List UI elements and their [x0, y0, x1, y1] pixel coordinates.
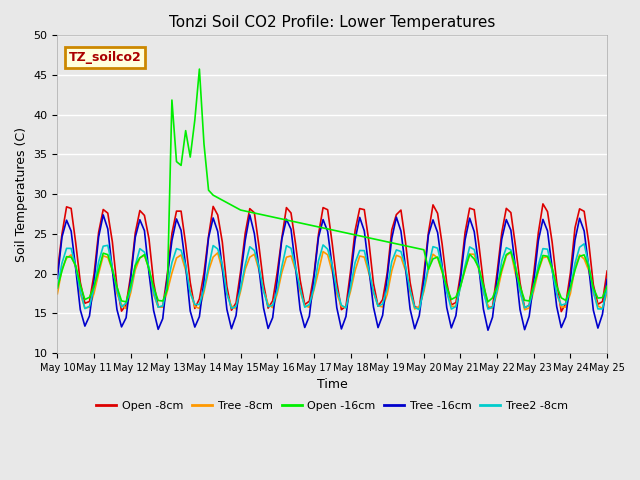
Open -8cm — [604, 268, 611, 274]
Open -16cm — [484, 299, 492, 305]
Tree -8cm — [287, 253, 295, 259]
Open -16cm — [292, 219, 300, 225]
Tree -8cm — [182, 267, 189, 273]
Open -16cm — [576, 253, 584, 259]
Tree -8cm — [109, 267, 116, 273]
Open -8cm — [397, 207, 404, 213]
Tree -8cm — [54, 291, 61, 297]
Line: Open -8cm: Open -8cm — [58, 204, 607, 312]
X-axis label: Time: Time — [317, 378, 348, 391]
Tree -8cm — [521, 307, 529, 312]
Open -16cm — [402, 243, 410, 249]
Open -8cm — [54, 269, 61, 275]
Tree -16cm — [182, 263, 189, 269]
Line: Open -16cm: Open -16cm — [58, 69, 607, 302]
Line: Tree -8cm: Tree -8cm — [58, 252, 607, 310]
Y-axis label: Soil Temperatures (C): Soil Temperatures (C) — [15, 127, 28, 262]
Tree2 -8cm — [397, 249, 404, 254]
Open -16cm — [196, 66, 204, 72]
Tree2 -8cm — [429, 244, 437, 250]
Legend: Open -8cm, Tree -8cm, Open -16cm, Tree -16cm, Tree2 -8cm: Open -8cm, Tree -8cm, Open -16cm, Tree -… — [92, 396, 572, 416]
Tree2 -8cm — [415, 307, 423, 312]
Tree -16cm — [576, 216, 584, 221]
Open -8cm — [539, 201, 547, 207]
Tree -8cm — [576, 252, 584, 258]
Tree -16cm — [292, 264, 300, 270]
Tree -16cm — [484, 327, 492, 333]
Open -16cm — [604, 283, 611, 289]
Open -16cm — [182, 128, 189, 133]
Text: TZ_soilco2: TZ_soilco2 — [68, 51, 141, 64]
Tree2 -8cm — [182, 263, 189, 269]
Tree -8cm — [429, 252, 437, 257]
Open -8cm — [576, 206, 584, 212]
Tree2 -8cm — [287, 245, 295, 251]
Tree -16cm — [246, 212, 253, 218]
Open -8cm — [287, 210, 295, 216]
Tree -8cm — [319, 249, 327, 254]
Open -8cm — [557, 309, 565, 314]
Tree2 -8cm — [580, 241, 588, 247]
Line: Tree -16cm: Tree -16cm — [58, 215, 607, 330]
Tree -16cm — [604, 276, 611, 282]
Open -16cm — [109, 267, 116, 273]
Tree -16cm — [429, 217, 437, 223]
Tree -16cm — [54, 276, 61, 281]
Tree -16cm — [109, 267, 116, 273]
Title: Tonzi Soil CO2 Profile: Lower Temperatures: Tonzi Soil CO2 Profile: Lower Temperatur… — [169, 15, 495, 30]
Open -16cm — [429, 256, 437, 262]
Tree -8cm — [604, 289, 611, 295]
Tree -16cm — [402, 264, 410, 270]
Open -16cm — [54, 285, 61, 291]
Tree2 -8cm — [54, 285, 61, 291]
Tree -8cm — [402, 267, 410, 273]
Tree2 -8cm — [109, 265, 116, 271]
Tree2 -8cm — [604, 285, 611, 291]
Open -8cm — [109, 239, 116, 245]
Open -8cm — [424, 230, 432, 236]
Tree2 -8cm — [571, 260, 579, 266]
Open -8cm — [182, 241, 189, 247]
Line: Tree2 -8cm: Tree2 -8cm — [58, 244, 607, 310]
